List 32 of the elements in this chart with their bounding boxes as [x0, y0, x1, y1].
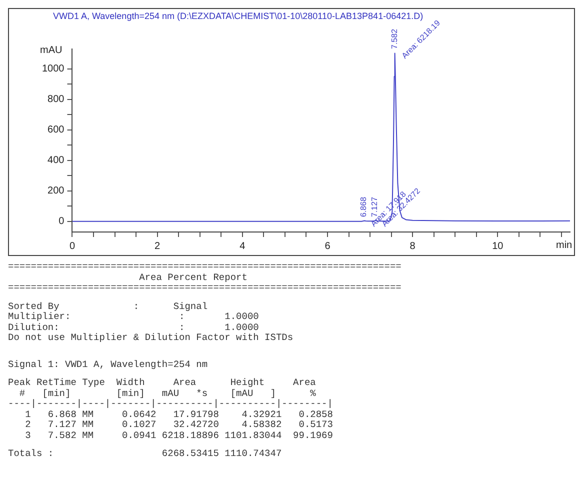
- chart-title: VWD1 A, Wavelength=254 nm (D:\EZXDATA\CHEMIST\01-10\280110-LAB13P841-06421.D): [53, 11, 424, 21]
- x-tick-label: 10: [492, 240, 504, 252]
- text: ----|-------|----|-------|----------|----------|--------|: [8, 398, 334, 410]
- text: =====================================================================: [8, 261, 402, 272]
- text: Dilution: : 1.0000: [8, 322, 260, 333]
- y-tick-label: 400: [48, 155, 65, 166]
- x-tick-label: 6: [324, 240, 331, 252]
- text: # [min] [min] mAU *s [mAU ] %: [18, 388, 317, 399]
- text: Peak RetTime Type Width Area Height Area: [8, 377, 317, 388]
- x-tick-label: 4: [240, 240, 246, 252]
- text: 3 7.582 MM 0.0941 6218.18896 1101.83044 99.1969: [24, 430, 334, 441]
- text: 2 7.127 MM 0.1027 32.42720 4.58382 0.5173: [24, 419, 334, 430]
- text: Sorted By : Signal: [8, 300, 209, 312]
- annotation: 7.582: [390, 29, 399, 50]
- text: Totals : 6268.53415 1110.74347: [8, 448, 283, 460]
- text: Area Percent Report: [138, 272, 248, 283]
- annotation: 6.868: [359, 196, 368, 217]
- x-tick-label: 0: [69, 240, 76, 252]
- y-tick-label: 1000: [42, 64, 65, 75]
- text: Signal 1: VWD1 A, Wavelength=254 nm: [8, 358, 209, 370]
- text: Multiplier: : 1.0000: [8, 311, 260, 322]
- y-tick-label: 800: [48, 94, 65, 106]
- x-tick-label: 8: [410, 240, 416, 252]
- text: Do not use Multiplier & Dilution Factor with ISTDs: [8, 332, 294, 344]
- y-axis-title: mAU: [40, 45, 62, 56]
- x-axis-title: min: [556, 240, 572, 251]
- x-tick-label: 2: [154, 240, 161, 252]
- y-tick-label: 600: [48, 124, 65, 136]
- text: =====================================================================: [8, 282, 402, 294]
- y-tick-label: 0: [58, 216, 65, 228]
- y-tick-label: 200: [48, 186, 65, 197]
- text: 1 6.868 MM 0.0642 17.91798 4.32921 0.2858: [24, 408, 334, 420]
